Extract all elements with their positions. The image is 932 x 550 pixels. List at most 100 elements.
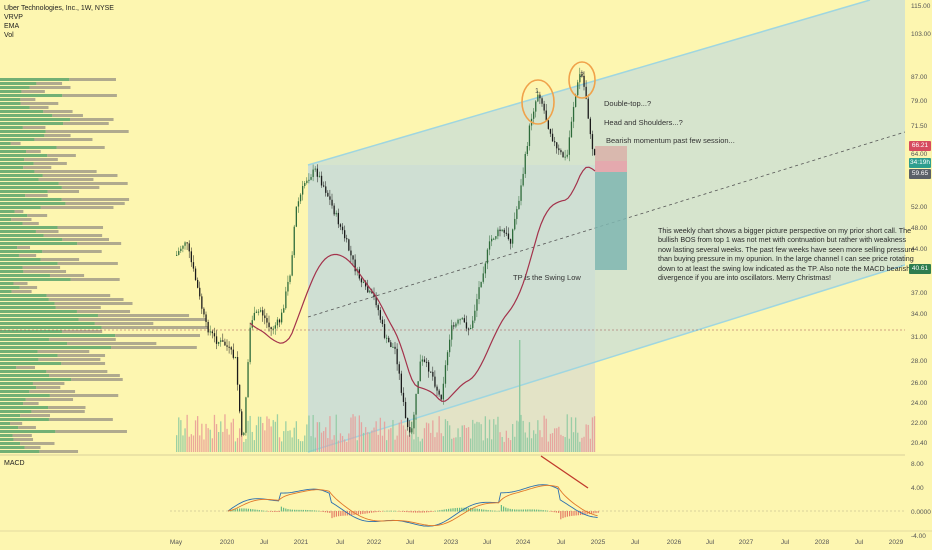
vrvp-bar [61, 198, 130, 201]
candle-body [312, 169, 314, 178]
time-tick-label: Jul [706, 539, 715, 546]
indicator-vrvp[interactable]: VRVP [4, 14, 23, 21]
volume-bar [526, 437, 528, 452]
macd-histogram [228, 504, 599, 520]
vrvp-bar [0, 266, 23, 269]
macd-hist-bar [472, 508, 474, 512]
volume-bar [455, 437, 457, 452]
vrvp-bar [0, 258, 41, 261]
vrvp-bar [0, 206, 41, 209]
volume-bar [482, 440, 484, 452]
macd-hist-bar [245, 508, 247, 512]
macd-tick-label: -4.00 [911, 533, 926, 540]
macd-hist-bar [342, 511, 344, 516]
volume-bar [434, 437, 436, 452]
macd-hist-bar [338, 511, 340, 517]
volume-bar [190, 434, 192, 452]
macd-hist-bar [234, 508, 236, 512]
time-axis[interactable]: May 2020 Jul 2021 Jul 2022 Jul 2023 Jul 2024 Jul 20… [170, 539, 904, 546]
macd-hist-bar [582, 511, 584, 515]
volume-bar [421, 438, 423, 452]
vrvp-bar [61, 330, 103, 333]
vrvp-bar [0, 198, 62, 201]
vrvp-bar [34, 138, 93, 141]
candle-body [392, 346, 394, 348]
candle-body [373, 293, 375, 297]
macd-hist-bar [428, 511, 430, 513]
macd-tick-label: 4.00 [911, 485, 924, 492]
candle-body [404, 401, 407, 419]
macd-hist-bar [258, 510, 260, 512]
vrvp-bar [78, 318, 206, 321]
macd-hist-bar [445, 509, 447, 512]
candle-body [270, 327, 272, 330]
volume-bar [215, 424, 218, 452]
candle-body [461, 318, 463, 320]
time-tick-label: Jul [260, 539, 269, 546]
macd-hist-bar [384, 510, 386, 512]
volume-bar [350, 417, 352, 452]
vrvp-bar [0, 358, 39, 361]
vrvp-bar [0, 422, 11, 425]
macd-hist-bar [373, 511, 375, 513]
volume-bar [341, 435, 344, 452]
vrvp-bar [0, 350, 38, 353]
volume-bar [367, 432, 369, 452]
head-shoulders-label: Head and Shoulders...? [604, 118, 683, 127]
vrvp-bar [49, 274, 85, 277]
macd-hist-bar [562, 511, 564, 519]
candle-body [575, 95, 577, 107]
vrvp-bar [48, 298, 124, 301]
vrvp-bar [0, 330, 62, 333]
volume-bar [404, 429, 407, 452]
candle-body [367, 286, 369, 293]
volume-bar [583, 436, 585, 452]
candle-body [293, 226, 295, 256]
vrvp-bar [0, 434, 13, 437]
macd-hist-bar [575, 511, 577, 516]
macd-hist-bar [329, 511, 331, 513]
macd-hist-bar [278, 511, 280, 512]
price-axis[interactable]: 115.00 103.00 87.00 79.00 71.50 64.00 52.00 48.… [911, 3, 931, 447]
indicator-vol[interactable]: Vol [4, 32, 14, 39]
macd-pane-title[interactable]: MACD [4, 460, 25, 467]
macd-hist-bar [287, 509, 289, 512]
candle-body [394, 346, 396, 349]
volume-bar [547, 441, 549, 452]
vrvp-bar [42, 250, 102, 253]
vrvp-bar [0, 234, 44, 237]
price-tick-label: 28.00 [911, 358, 928, 365]
vrvp-bar [0, 366, 17, 369]
volume-bar [226, 428, 228, 452]
candle-body [383, 324, 386, 338]
macd-hist-bar [417, 511, 419, 513]
candle-body [264, 315, 266, 319]
indicator-ema[interactable]: EMA [4, 23, 20, 30]
volume-bar [518, 421, 520, 452]
candle-body [278, 319, 281, 323]
macd-tick-label: 8.00 [911, 461, 924, 468]
symbol-title[interactable]: Uber Technologies, Inc., 1W, NYSE [4, 5, 114, 12]
time-tick-label: 2025 [591, 539, 606, 546]
vrvp-bar [0, 338, 49, 341]
vrvp-bar [20, 98, 36, 101]
candle-body [295, 206, 297, 227]
price-tick-label: 24.00 [911, 400, 928, 407]
volume-bar [182, 435, 184, 452]
volume-bar [461, 425, 463, 452]
vrvp-bar [38, 178, 94, 181]
vrvp-bar [0, 162, 34, 165]
macd-axis[interactable]: 8.00 4.00 0.0000 -4.00 [911, 461, 931, 540]
volume-bar [333, 435, 335, 452]
macd-hist-bar [494, 510, 496, 512]
price-badge-target: 40.61 [909, 264, 931, 274]
candle-body [535, 101, 537, 112]
candle-body [184, 242, 186, 246]
vrvp-bar [71, 378, 123, 381]
candle-body [453, 325, 455, 327]
volume-bar [197, 416, 199, 452]
vrvp-bar [0, 178, 39, 181]
macd-tick-label: 0.0000 [911, 509, 931, 516]
macd-hist-bar [311, 510, 313, 512]
